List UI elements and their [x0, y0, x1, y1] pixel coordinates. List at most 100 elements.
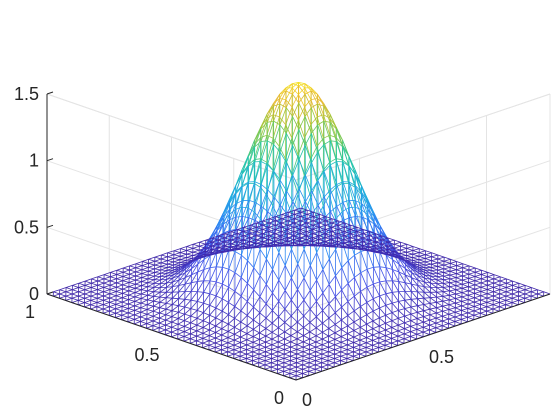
mesh-edge [305, 190, 313, 202]
mesh-edge [343, 237, 351, 241]
mesh-edge [178, 299, 186, 306]
mesh-edge [302, 373, 309, 377]
mesh-edge [361, 192, 369, 202]
mesh-edge [260, 122, 268, 142]
mesh-edge [259, 258, 267, 276]
mesh-edge [450, 263, 457, 266]
mesh-edge [406, 257, 413, 261]
mesh-edge [303, 338, 310, 343]
mesh-edge [265, 344, 273, 348]
mesh-edge [116, 267, 124, 271]
mesh-edge [59, 287, 67, 291]
mesh-edge [135, 273, 143, 277]
mesh-edge [393, 253, 401, 255]
mesh-edge [285, 107, 293, 117]
mesh-edge [512, 287, 519, 291]
mesh-edge [259, 303, 267, 314]
mesh-edge [499, 284, 507, 288]
mesh-edge [192, 241, 200, 245]
mesh-edge [154, 256, 162, 260]
mesh-edge [455, 281, 463, 285]
mesh-edge [279, 162, 287, 181]
mesh-edge [375, 239, 382, 243]
mesh-edge [116, 274, 124, 277]
mesh-edge [208, 347, 216, 351]
mesh-edge [328, 328, 336, 334]
mesh-edge [347, 339, 354, 343]
mesh-edge [487, 282, 494, 286]
mesh-edge [456, 263, 464, 266]
mesh-edge [381, 235, 389, 239]
mesh-edge [261, 205, 269, 213]
mesh-edge [180, 255, 187, 258]
mesh-edge [292, 116, 300, 130]
mesh-edge [205, 252, 212, 255]
mesh-edge [103, 308, 110, 312]
mesh-edge [334, 351, 341, 355]
mesh-edge [404, 331, 411, 335]
mesh-edge [153, 279, 161, 284]
mesh-edge [416, 321, 424, 325]
mesh-edge [295, 373, 303, 377]
mesh-edge [330, 205, 338, 213]
mesh-edge [359, 344, 367, 348]
mesh-edge [298, 82, 305, 84]
mesh-edge [316, 301, 323, 311]
mesh-edge [423, 304, 431, 310]
mesh-edge [234, 336, 241, 341]
mesh-edge [360, 251, 368, 270]
mesh-edge [90, 291, 98, 295]
mesh-edge [480, 312, 487, 316]
mesh-edge [249, 244, 256, 247]
mesh-edge [362, 237, 370, 241]
mesh-edge [172, 310, 179, 313]
mesh-edge [400, 245, 407, 249]
mesh-edge [467, 306, 475, 309]
mesh-edge [449, 274, 457, 278]
mesh-edge [258, 346, 266, 350]
mesh-edge [178, 277, 186, 281]
mesh-edge [134, 310, 141, 313]
mesh-edge [462, 286, 469, 289]
mesh-edge [197, 269, 205, 282]
mesh-edge [275, 216, 282, 220]
mesh-edge [237, 226, 245, 230]
mesh-edge [262, 242, 269, 246]
mesh-edge [325, 220, 333, 224]
mesh-edge [512, 280, 520, 284]
mesh-edge [180, 248, 187, 251]
mesh-edge [293, 231, 301, 234]
mesh-edge [268, 241, 276, 244]
mesh-edge [381, 241, 389, 245]
mesh-edge [122, 294, 129, 299]
mesh-edge [418, 250, 426, 253]
mesh-edge [338, 222, 345, 226]
mesh-edge [406, 255, 413, 258]
mesh-edge [437, 272, 444, 277]
mesh-edge [321, 362, 329, 366]
mesh-edge [221, 323, 229, 330]
mesh-edge [449, 286, 456, 291]
mesh-edge [303, 265, 311, 279]
mesh-edge [366, 310, 374, 315]
mesh-edge [467, 314, 475, 318]
mesh-edge [160, 275, 168, 281]
mesh-edge [311, 103, 318, 108]
mesh-edge [271, 341, 279, 346]
mesh-edge [296, 338, 304, 343]
mesh-edge [152, 322, 160, 327]
mesh-edge [290, 344, 298, 348]
mesh-edge [123, 265, 130, 269]
mesh-edge [235, 186, 242, 195]
mesh-edge [129, 271, 136, 275]
mesh-edge [424, 261, 432, 265]
mesh-edge [313, 218, 320, 222]
mesh-edge [286, 162, 294, 176]
mesh-edge [530, 293, 538, 297]
mesh-edge [334, 360, 341, 364]
mesh-edge [202, 335, 210, 339]
mesh-edge [228, 251, 236, 270]
mesh-edge [310, 107, 319, 126]
mesh-edge [437, 272, 444, 274]
mesh-edge [293, 224, 301, 228]
